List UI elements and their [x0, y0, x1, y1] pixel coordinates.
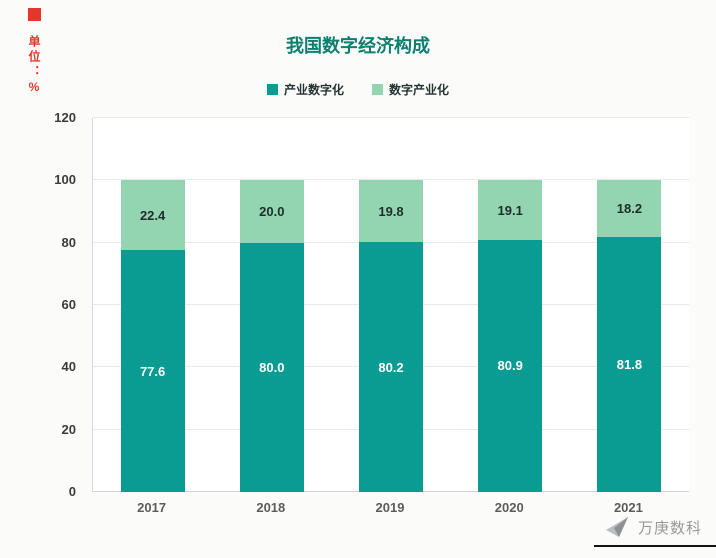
legend-swatch: [266, 84, 278, 95]
bar-segment: 19.8: [359, 180, 423, 243]
bar-slot: 80.0 20.0: [212, 118, 331, 492]
x-tick-label: 2021: [613, 500, 643, 515]
bottom-divider: [594, 545, 716, 547]
gridline: [93, 179, 689, 181]
y-tick-label: 80: [61, 234, 76, 250]
bar-value-label: 80.9: [497, 358, 523, 374]
bar-value-label: 19.1: [497, 202, 523, 218]
red-marker: [28, 8, 41, 21]
y-tick-label: 100: [54, 172, 76, 188]
bar-slot: 80.9 19.1: [451, 118, 570, 492]
bar-segment: 19.1: [478, 180, 543, 240]
y-tick-label: 40: [61, 359, 76, 375]
legend-label: 数字产业化: [389, 83, 450, 97]
stacked-bar: 80.9 19.1: [478, 180, 543, 492]
bar-value-label: 80.0: [259, 359, 285, 375]
stacked-bar: 77.6 22.4: [120, 180, 185, 492]
bars-container: 77.6 22.4 80.0 20.0 80.2 19.8 80.9 19.1 81.8 18.2: [93, 118, 689, 492]
bar-slot: 77.6 22.4: [93, 118, 212, 492]
y-tick-label: 20: [61, 421, 76, 437]
bar-segment: 81.8: [597, 237, 662, 492]
chart-title: 我国数字经济构成: [286, 36, 430, 56]
y-axis-unit-label: 单位：%: [27, 35, 41, 97]
x-axis: 2017 2018 2019 2020 2021: [92, 500, 688, 515]
bar-value-label: 81.8: [616, 357, 643, 373]
legend: 产业数字化 数字产业化: [0, 81, 716, 98]
bar-value-label: 80.2: [378, 359, 404, 375]
legend-swatch: [372, 84, 383, 95]
stacked-bar: 80.2 19.8: [359, 180, 423, 492]
bar-value-label: 19.8: [378, 203, 404, 219]
stacked-bar: 80.0 20.0: [239, 180, 304, 492]
y-axis: 0 20 40 60 80 100 120: [34, 110, 82, 499]
bar-value-label: 18.2: [616, 201, 643, 217]
x-tick-label: 2020: [494, 500, 524, 515]
stacked-bar: 81.8 18.2: [597, 180, 662, 492]
bar-segment: 80.0: [239, 242, 304, 492]
watermark: 万庚数科: [605, 516, 702, 538]
x-tick-label: 2017: [137, 500, 167, 515]
bar-segment: 80.9: [478, 239, 543, 492]
bar-segment: 20.0: [239, 180, 304, 243]
bar-segment: 18.2: [597, 180, 662, 238]
x-tick-label: 2018: [256, 500, 286, 515]
y-tick-label: 0: [68, 484, 76, 499]
legend-label: 产业数字化: [283, 83, 344, 97]
plot-area: 77.6 22.4 80.0 20.0 80.2 19.8 80.9 19.1 81.8 18.2: [92, 117, 689, 492]
watermark-logo: [605, 517, 628, 537]
y-tick-label: 60: [61, 297, 76, 312]
watermark-text: 万庚数科: [637, 519, 702, 537]
legend-item: 数字产业化: [372, 81, 449, 98]
bar-segment: 77.6: [120, 250, 185, 492]
y-tick-label: 120: [54, 110, 76, 125]
x-tick-label: 2019: [375, 500, 405, 515]
bar-segment: 22.4: [120, 180, 185, 251]
bar-slot: 81.8 18.2: [570, 118, 689, 492]
legend-item: 产业数字化: [266, 81, 344, 98]
bar-value-label: 77.6: [139, 363, 166, 379]
gridline: [93, 117, 689, 118]
bar-value-label: 20.0: [259, 204, 285, 219]
bar-segment: 80.2: [359, 242, 423, 492]
bar-value-label: 22.4: [139, 207, 166, 223]
bar-slot: 80.2 19.8: [331, 118, 450, 492]
